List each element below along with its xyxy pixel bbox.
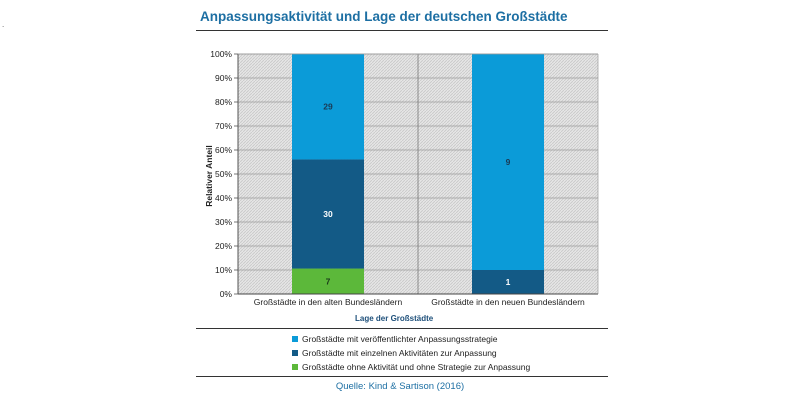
legend-item: Großstädte mit veröffentlichter Anpassun… xyxy=(292,332,530,346)
y-tick-label: 30% xyxy=(215,217,232,227)
title-rule xyxy=(196,30,608,31)
bar-segment xyxy=(472,270,544,294)
data-label: 1 xyxy=(506,277,511,287)
legend-item: Großstädte mit einzelnen Aktivitäten zur… xyxy=(292,346,530,360)
bar-segment xyxy=(472,54,544,270)
x-tick-label: Großstädte in den alten Bundesländern xyxy=(254,297,403,307)
bar-segment xyxy=(292,268,364,294)
legend-swatch xyxy=(292,336,298,342)
legend-swatch xyxy=(292,350,298,356)
bar-segment xyxy=(292,54,364,160)
marker-dot: . xyxy=(2,20,5,29)
y-tick-label: 40% xyxy=(215,193,232,203)
y-axis-title: Relativer Anteil xyxy=(204,145,214,207)
data-label: 29 xyxy=(323,102,333,112)
legend-swatch xyxy=(292,364,298,370)
x-tick-label: Großstädte in den neuen Bundesländern xyxy=(431,297,585,307)
x-axis-title: Lage der Großstädte xyxy=(355,314,434,323)
legend: Großstädte mit veröffentlichter Anpassun… xyxy=(292,332,530,374)
y-tick-label: 0% xyxy=(220,289,233,299)
legend-label: Großstädte mit einzelnen Aktivitäten zur… xyxy=(302,348,497,358)
y-tick-label: 50% xyxy=(215,169,232,179)
y-tick-label: 80% xyxy=(215,97,232,107)
y-tick-label: 70% xyxy=(215,121,232,131)
chart-title: Anpassungsaktivität und Lage der deutsch… xyxy=(200,9,568,24)
y-tick-label: 10% xyxy=(215,265,232,275)
legend-label: Großstädte ohne Aktivität und ohne Strat… xyxy=(302,362,531,372)
y-tick-label: 90% xyxy=(215,73,232,83)
y-tick-label: 100% xyxy=(210,49,232,59)
y-tick-label: 60% xyxy=(215,145,232,155)
legend-item: Großstädte ohne Aktivität und ohne Strat… xyxy=(292,360,530,374)
data-label: 30 xyxy=(323,209,333,219)
legend-bottom-rule xyxy=(196,376,608,377)
source-note: Quelle: Kind & Sartison (2016) xyxy=(335,381,465,392)
data-label: 7 xyxy=(326,276,331,286)
y-tick-label: 20% xyxy=(215,241,232,251)
data-label: 9 xyxy=(506,157,511,167)
bar-segment xyxy=(292,159,364,269)
legend-label: Großstädte mit veröffentlichter Anpassun… xyxy=(302,334,498,344)
legend-top-rule xyxy=(196,328,608,329)
